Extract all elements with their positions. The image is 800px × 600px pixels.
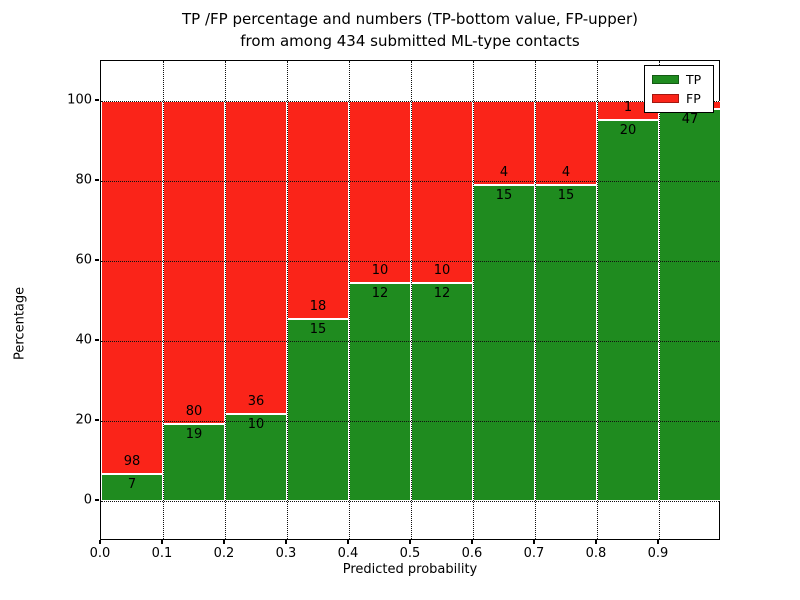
y-tick [95,419,99,421]
tp-bar-segment [411,282,473,501]
vertical-gridline [411,61,412,539]
x-tick [595,540,597,544]
vertical-gridline [597,61,598,539]
x-tick-label: 0.5 [399,546,421,561]
x-tick [223,540,225,544]
tp-count-label: 12 [433,285,451,301]
fp-count-label: 1 [623,100,633,116]
x-tick [347,540,349,544]
fp-bar-segment [349,101,411,283]
horizontal-gridline [101,101,719,102]
y-tick-label: 100 [67,92,92,108]
fp-count-label: 80 [185,404,203,420]
y-tick-label: 40 [75,332,92,348]
fp-count-label: 4 [499,165,509,181]
vertical-gridline [473,61,474,539]
legend-label-tp: TP [686,72,702,87]
fp-count-label: 18 [309,299,327,315]
tp-bar-segment [287,319,349,501]
tp-bar-segment [473,185,535,501]
x-tick-label: 0.0 [89,546,111,561]
legend-label-fp: FP [686,91,701,106]
fp-count-label: 10 [371,262,389,278]
tp-bar-segment [659,109,721,501]
x-tick [533,540,535,544]
horizontal-gridline [101,341,719,342]
fp-count-label: 36 [247,394,265,410]
x-tick-label: 0.6 [461,546,483,561]
tp-count-label: 15 [557,188,575,204]
vertical-gridline [287,61,288,539]
fp-bar-segment [225,101,287,415]
chart-title: TP /FP percentage and numbers (TP-bottom… [100,8,720,52]
tp-bar-segment [535,185,597,501]
x-tick-label: 0.7 [523,546,545,561]
chart-title-line2: from among 434 submitted ML-type contact… [240,32,580,50]
fp-count-label: 98 [123,454,141,470]
legend: TP FP [644,65,714,113]
plot-area: 98780193610181510121012415415120147 [100,60,721,540]
tp-count-label: 7 [127,477,137,493]
x-tick-label: 0.4 [337,546,359,561]
x-tick-label: 0.1 [151,546,173,561]
tp-count-label: 12 [371,285,389,301]
y-tick-label: 0 [83,492,92,508]
y-axis-label-text: Percentage [12,286,28,360]
horizontal-gridline [101,501,719,502]
horizontal-gridline [101,421,719,422]
horizontal-gridline [101,261,719,262]
x-axis-label: Predicted probability [342,562,478,577]
x-tick-label: 0.8 [585,546,607,561]
legend-row-tp: TP [645,72,713,87]
vertical-gridline [349,61,350,539]
fp-count-label: 10 [433,262,451,278]
x-tick [99,540,101,544]
tp-count-label: 10 [247,417,265,433]
y-tick [95,499,99,501]
tp-bar-segment [597,120,659,501]
y-tick-label: 80 [75,172,92,188]
fp-bar-segment [411,101,473,283]
legend-row-fp: FP [645,91,713,106]
tp-bar-segment [163,424,225,501]
tp-count-label: 15 [495,188,513,204]
tp-count-label: 19 [185,427,203,443]
x-tick [657,540,659,544]
fp-bar-segment [101,101,163,475]
tp-bar-segment [349,282,411,501]
tp-count-label: 15 [309,322,327,338]
x-tick-label: 0.9 [647,546,669,561]
y-tick [95,259,99,261]
vertical-gridline [535,61,536,539]
chart-title-line1: TP /FP percentage and numbers (TP-bottom… [182,10,638,28]
vertical-gridline [225,61,226,539]
fp-bar-segment [287,101,349,320]
fp-count-label: 4 [561,165,571,181]
x-tick [471,540,473,544]
fp-bar-segment [163,101,225,425]
tp-count-label: 47 [681,112,699,128]
y-tick [95,339,99,341]
x-tick-label: 0.2 [213,546,235,561]
vertical-gridline [659,61,660,539]
y-tick [95,99,99,101]
horizontal-gridline [101,181,719,182]
tp-bar-segment [101,474,163,501]
x-tick [285,540,287,544]
fp-bar-segment [473,101,535,186]
y-tick-label: 60 [75,252,92,268]
x-tick [409,540,411,544]
x-tick-label: 0.3 [275,546,297,561]
tp-count-label: 20 [619,123,637,139]
y-tick-label: 20 [75,412,92,428]
y-tick [95,179,99,181]
x-tick [161,540,163,544]
fp-swatch-icon [652,94,679,103]
tp-swatch-icon [652,75,679,84]
vertical-gridline [163,61,164,539]
